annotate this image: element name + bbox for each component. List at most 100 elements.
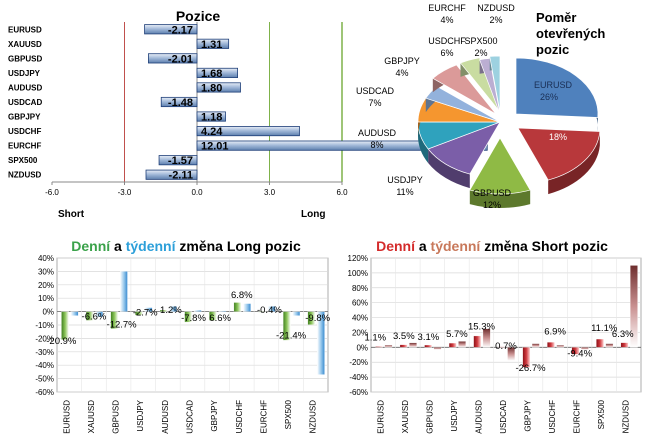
x-category-label: XAUUSD — [401, 400, 410, 434]
pie-percent: 11% — [396, 187, 413, 197]
axis-short-label: Short — [58, 209, 85, 220]
data-label: -21.4% — [276, 330, 307, 341]
data-label: -9.4% — [567, 348, 592, 359]
axis-long-label: Long — [301, 209, 325, 220]
y-tick-label: 100% — [348, 269, 368, 278]
pie-percent: 2% — [489, 15, 502, 25]
bar-usdchf-series-2 — [556, 344, 565, 348]
pie-label: GBPUSD — [473, 188, 512, 198]
x-category-label: USDCAD — [186, 400, 195, 434]
bar-audusd-series-1 — [473, 335, 482, 348]
x-tick-label: 6.0 — [336, 188, 348, 197]
data-label: -6.6% — [82, 312, 107, 323]
bar-gbpusd-series-1 — [424, 344, 433, 348]
x-category-label: GBPJPY — [524, 399, 533, 431]
pie-slice-side-usdjpy — [428, 148, 470, 189]
bar-usdcad-series-1 — [184, 311, 193, 323]
bar-xauusd-series-1 — [85, 311, 94, 321]
data-label: 3.1% — [418, 332, 440, 343]
bar-spx500 — [158, 155, 198, 166]
pie-percent: 18% — [549, 132, 567, 142]
bar-usdjpy-series-1 — [135, 311, 143, 316]
y-tick-label: 20% — [352, 328, 368, 337]
value-label: -1.48 — [168, 97, 193, 109]
bar-eurchf-series-1 — [571, 347, 580, 355]
data-label: -2.7% — [133, 308, 158, 319]
pie-slice-spx500 — [479, 58, 501, 115]
bar-spx500-series-2 — [292, 311, 301, 316]
value-label: 1.68 — [201, 68, 222, 80]
data-label: 6.9% — [544, 327, 566, 338]
pie-slice-xauusd — [517, 127, 601, 181]
bar-audusd-series-2 — [482, 328, 491, 348]
bar-eurusd-series-2 — [384, 344, 393, 348]
value-label: -2.11 — [169, 170, 193, 182]
data-label: 6.3% — [612, 329, 634, 340]
bar-xauusd-series-2 — [409, 342, 417, 348]
y-tick-label: 40% — [38, 254, 54, 263]
pie-label: XAUUSD — [539, 120, 577, 130]
x-category-label: GBPUSD — [425, 400, 434, 434]
x-category-label: NZDUSD — [622, 400, 631, 434]
title-part: Denní — [376, 238, 416, 254]
bar-eurusd-series-1 — [61, 311, 69, 340]
pie-slice-side-xauusd — [548, 131, 600, 195]
x-category-label: USDCHF — [548, 400, 557, 433]
pie-label: EURCHF — [428, 3, 466, 13]
pie-percent: 2% — [474, 48, 487, 58]
bar-eurusd — [144, 24, 198, 35]
pie-label: GBPJPY — [384, 56, 420, 66]
pie-percent: 6% — [440, 48, 453, 58]
bar-eurusd-series-1 — [375, 346, 383, 348]
x-category-label: EURCHF — [259, 400, 268, 433]
bar-audusd — [196, 82, 241, 93]
y-tick-label: 80% — [352, 284, 368, 293]
bar-gbpjpy-series-2 — [218, 310, 227, 312]
bar-gbpusd-series-2 — [119, 271, 128, 312]
pie-label: USDJPY — [387, 175, 423, 185]
positions-plot-area: -6.0 -3.0 0.0 3.0 6.0 EURUSD -2.17 XAUUSD 1.31 GB… — [8, 22, 488, 197]
bar-eurchf — [196, 140, 488, 151]
y-tick-label: -40% — [35, 361, 54, 370]
value-label: -2.01 — [168, 53, 193, 65]
x-category-label: SPX500 — [597, 399, 606, 429]
value-label: 12.01 — [201, 141, 229, 153]
data-label: -9.8% — [305, 313, 330, 324]
pie-percent: 4% — [440, 15, 453, 25]
data-label: 15.3% — [468, 321, 495, 332]
bar-spx500-series-1 — [283, 311, 291, 341]
bar-gbpusd — [148, 53, 198, 64]
pie-percent: 4% — [395, 68, 408, 78]
data-label: -12.7% — [107, 320, 138, 331]
pie-label: AUDUSD — [358, 128, 397, 138]
x-category-label: EURUSD — [376, 400, 385, 434]
pie-label: SPX500 — [464, 36, 497, 46]
category-label: GBPUSD — [8, 54, 42, 63]
bar-eurusd-series-2 — [70, 311, 79, 316]
value-label: 1.18 — [201, 112, 222, 124]
bar-usdchf-series-1 — [547, 342, 555, 348]
bar-eurchf-series-2 — [267, 306, 276, 312]
bar-spx500-series-2 — [605, 343, 614, 348]
data-label: 6.8% — [231, 290, 253, 301]
x-category-label: USDCAD — [499, 400, 508, 434]
pie-percent: 7% — [368, 98, 381, 108]
y-tick-label: 10% — [38, 294, 54, 303]
short-change-chart: Denní a týdenní změna Short pozic 120% 10… — [348, 238, 642, 434]
bar-usdcad — [160, 96, 198, 108]
bar-nzdusd-series-2 — [317, 311, 325, 375]
value-label: -2.17 — [168, 24, 193, 36]
x-category-label: GBPUSD — [112, 400, 121, 434]
y-tick-label: -60% — [35, 388, 54, 397]
bar-audusd-series-2 — [169, 306, 177, 312]
y-tick-label: 30% — [38, 267, 54, 276]
x-category-label: XAUUSD — [87, 400, 96, 434]
y-tick-label: -10% — [35, 321, 54, 330]
bar-usdcad-series-1 — [497, 346, 506, 348]
data-label: -20.9% — [46, 336, 77, 347]
pie-title-line-1: Poměr — [536, 10, 576, 25]
title-part: týdenní — [431, 238, 482, 254]
bar-gbpusd-series-2 — [433, 347, 442, 350]
bar-gbpjpy — [196, 111, 226, 122]
x-category-label: NZDUSD — [309, 400, 318, 434]
